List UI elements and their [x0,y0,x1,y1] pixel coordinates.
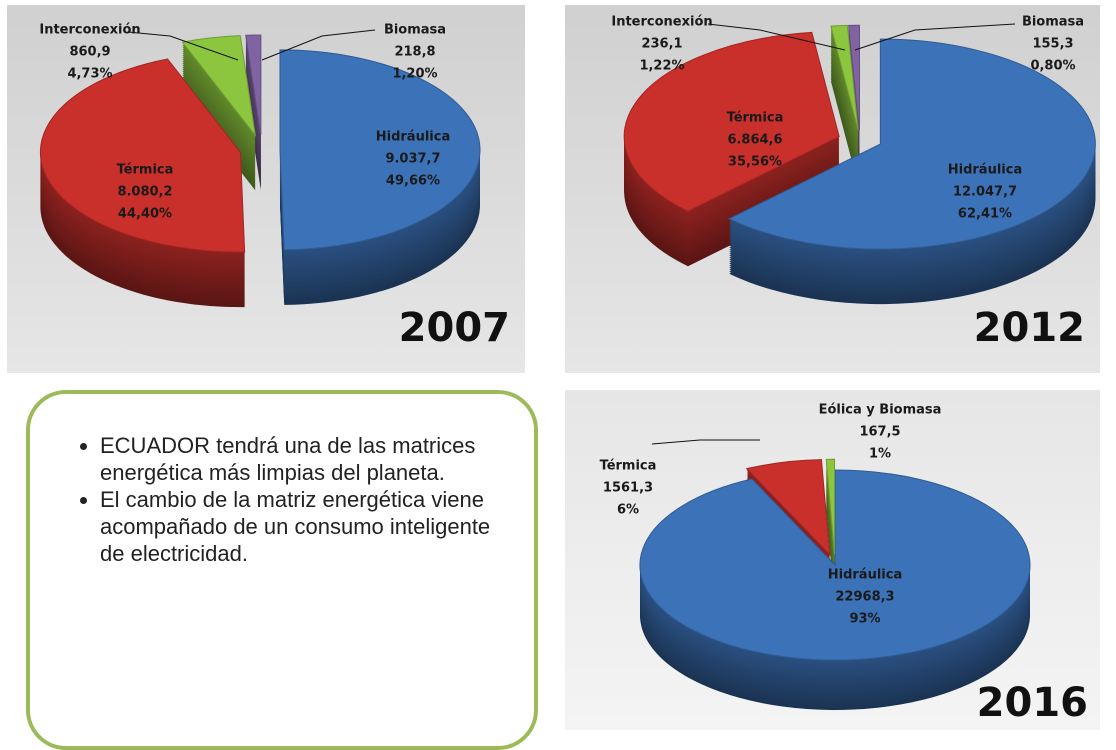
slice [623,31,840,212]
slice-label: Biomasa [384,23,446,38]
slice [745,459,831,556]
value-label: 9.037,7 [385,152,440,167]
slice-label: Térmica [600,459,657,474]
slice [728,38,1096,250]
leader-line [261,29,376,61]
slice-side [830,38,859,144]
percent-label: 6% [617,503,639,518]
slice-side [830,50,859,156]
leader-line [651,439,760,445]
percent-label: 62,41% [958,207,1012,222]
slice-label: Eólica y Biomasa [819,403,942,418]
slice-side [830,34,859,140]
slice-label: Hidráulica [376,130,450,145]
value-label: 1561,3 [603,481,653,496]
slice-label: Biomasa [1022,15,1084,30]
value-label: 167,5 [859,425,900,440]
slice [848,24,860,131]
slice-side [830,36,859,142]
slice-side [830,70,859,176]
percent-label: 93% [849,612,880,627]
leader-line [127,31,239,61]
bullet-list: ECUADOR tendrá una de las matrices energ… [100,432,514,567]
bullet: ECUADOR tendrá una de las matrices energ… [100,432,514,486]
slice-side [830,32,859,138]
slice [39,58,246,253]
chart-title: 2016 [977,680,1088,726]
slice-side [830,30,859,136]
slice-label: Interconexión [611,15,712,30]
slice-side [830,52,859,158]
value-label: 22968,3 [835,590,894,605]
slice-label: Térmica [117,163,174,178]
value-label: 218,8 [394,45,435,60]
slice-side [830,56,859,162]
slice-label: Interconexión [39,23,140,38]
percent-label: 4,73% [67,67,112,82]
slice-side [830,72,859,178]
percent-label: 1% [869,447,891,462]
bullet: El cambio de la matriz energética viene … [100,486,514,567]
chart-title: 2007 [399,305,510,351]
slice [279,49,481,251]
leader-line [854,23,1016,51]
slice [181,35,257,138]
percent-label: 0,80% [1030,59,1075,74]
slice-label: Hidráulica [948,163,1022,178]
slice-side [830,46,859,152]
value-label: 155,3 [1032,37,1073,52]
slice-label: Hidráulica [828,568,902,583]
slice-side [830,54,859,160]
value-label: 8.080,2 [117,185,172,200]
slice-side [830,48,859,154]
slice-side [830,62,859,168]
value-label: 236,1 [641,37,682,52]
slice-label: Térmica [727,111,784,126]
slice-side [830,78,859,184]
slice-side [830,44,859,150]
slice [830,24,859,131]
slice-side [830,66,859,172]
percent-label: 1,22% [639,59,684,74]
percent-label: 44,40% [118,207,172,222]
slice [825,458,836,555]
slice-side [830,76,859,182]
text-box: ECUADOR tendrá una de las matrices energ… [26,390,538,750]
slice-side [830,40,859,146]
percent-label: 35,56% [728,155,782,170]
slice [639,469,1031,661]
slice-side [830,28,859,134]
chart-title: 2012 [974,305,1085,351]
value-label: 12.047,7 [953,185,1017,200]
slice-side [830,74,859,180]
leader-line [707,23,846,51]
slice-side [830,68,859,174]
slice-side [830,42,859,148]
slice-side [830,58,859,164]
value-label: 860,9 [69,45,110,60]
value-label: 6.864,6 [727,133,782,148]
slice-side [830,64,859,170]
percent-label: 49,66% [386,174,440,189]
slice [245,34,262,136]
slice-side [830,60,859,166]
percent-label: 1,20% [392,67,437,82]
